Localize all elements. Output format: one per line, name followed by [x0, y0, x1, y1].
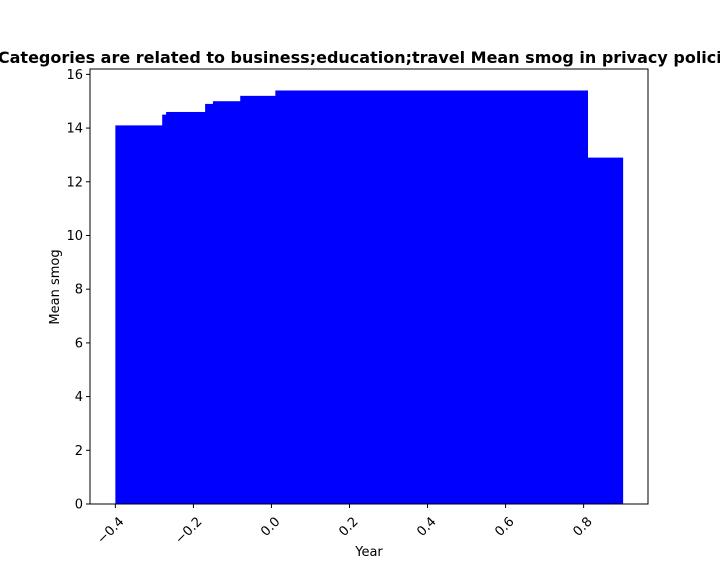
x-tick-label: 0.0 — [258, 514, 283, 539]
x-tick-label: 0.6 — [492, 514, 517, 539]
x-tick-label: −0.2 — [173, 514, 206, 547]
chart-title: Categories are related to business;educa… — [0, 48, 720, 67]
y-axis-label: Mean smog — [48, 249, 63, 324]
y-tick-label: 2 — [75, 444, 83, 459]
y-tick-label: 12 — [66, 175, 83, 190]
bars-group — [115, 90, 624, 505]
y-tick-label: 4 — [75, 390, 83, 405]
x-tick-label: 0.4 — [414, 514, 439, 539]
x-axis-ticks: −0.4 −0.2 0.0 0.2 0.4 0.6 0.8 — [94, 504, 596, 547]
bar-0 — [115, 125, 163, 504]
bar-6 — [275, 90, 589, 505]
plot-frame — [89, 68, 649, 505]
x-axis-label: Year — [354, 545, 383, 560]
y-tick-label: 8 — [75, 283, 83, 298]
x-tick-label: 0.2 — [336, 514, 361, 539]
y-tick-label: 16 — [66, 68, 83, 83]
x-tick-label: 0.8 — [570, 514, 595, 539]
bar-3 — [205, 103, 214, 504]
y-axis-ticks: 0 2 4 6 8 10 12 14 16 — [66, 68, 90, 513]
x-tick-label: −0.4 — [94, 514, 127, 547]
bar-5 — [240, 95, 276, 504]
y-tick-label: 6 — [75, 336, 83, 351]
bar-4 — [212, 101, 241, 504]
bar-7 — [587, 157, 624, 504]
bar-1 — [162, 114, 167, 505]
bar-2 — [166, 111, 206, 505]
y-tick-label: 0 — [75, 498, 83, 513]
y-tick-label: 10 — [66, 229, 83, 244]
y-tick-label: 14 — [66, 122, 83, 137]
